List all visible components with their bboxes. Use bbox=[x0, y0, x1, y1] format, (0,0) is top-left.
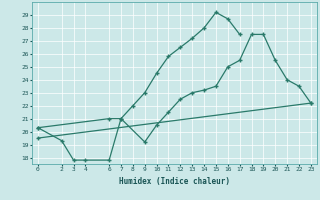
X-axis label: Humidex (Indice chaleur): Humidex (Indice chaleur) bbox=[119, 177, 230, 186]
